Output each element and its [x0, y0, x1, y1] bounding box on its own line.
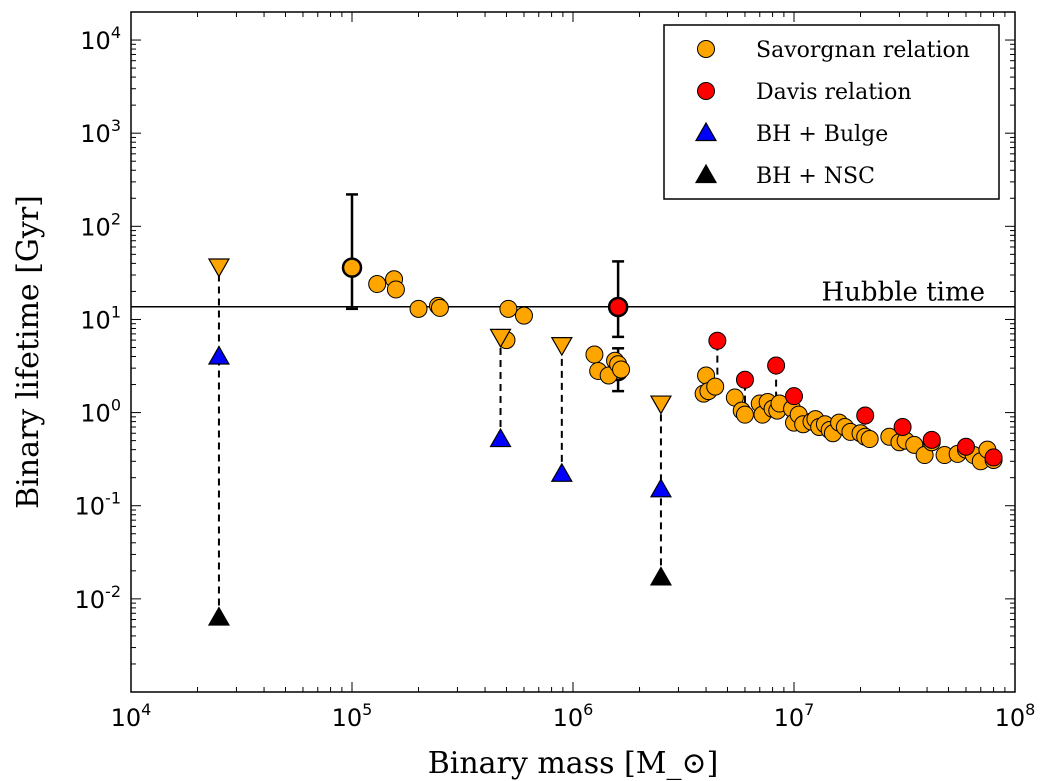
hubble-line-group: Hubble time — [131, 278, 1015, 308]
data-point — [649, 478, 672, 498]
data-point — [856, 406, 875, 425]
dashed-links — [217, 266, 933, 618]
y-tick-label: 101 — [80, 302, 121, 334]
data-point — [409, 299, 428, 318]
data-point — [207, 258, 230, 278]
x-axis-title: Binary mass [M_⊙] — [428, 746, 719, 781]
data-point — [514, 306, 533, 325]
y-tick-label: 104 — [80, 23, 121, 55]
data-point — [735, 370, 754, 389]
data-point — [368, 275, 387, 294]
data-point — [489, 328, 512, 349]
data-point — [612, 360, 631, 379]
legend-marker — [697, 82, 715, 100]
legend-marker — [694, 163, 718, 184]
data-point — [956, 437, 975, 456]
data-point — [735, 405, 754, 424]
legend-box — [663, 24, 1000, 200]
x-tick-label: 104 — [111, 700, 152, 732]
x-tick-label: 105 — [332, 700, 373, 732]
legend-marker — [697, 40, 715, 58]
data-point — [706, 377, 725, 396]
data-point — [550, 462, 573, 482]
y-tick-label: 10-1 — [75, 489, 122, 521]
x-tick-label: 108 — [995, 700, 1036, 732]
legend: Savorgnan relation Davis relation BH + Bul… — [663, 24, 1000, 200]
data-points — [207, 258, 1003, 626]
data-point — [860, 430, 879, 449]
y-tick-label: 102 — [80, 209, 121, 241]
data-point — [767, 356, 786, 375]
data-point — [386, 280, 405, 299]
data-point — [207, 606, 230, 626]
data-point — [922, 430, 941, 449]
hubble-time-label: Hubble time — [822, 278, 985, 308]
tick-labels: 104 105 106 107 108 10-2 10-1 100 101 102 103 104 — [75, 23, 1036, 732]
error-bars — [341, 193, 629, 393]
data-point — [708, 331, 727, 350]
legend-label: BH + Bulge — [756, 122, 888, 147]
error-point — [607, 296, 629, 318]
error-point — [341, 257, 363, 278]
data-point — [785, 387, 803, 406]
legend-label: BH + NSC — [756, 164, 875, 189]
x-tick-label: 106 — [553, 700, 594, 732]
data-point — [649, 395, 672, 415]
y-tick-label: 100 — [80, 396, 121, 428]
data-point — [430, 298, 449, 317]
data-point — [984, 448, 1003, 467]
y-axis-title: Binary lifetime [Gyr] — [11, 195, 46, 509]
data-point — [207, 345, 230, 365]
data-point — [893, 418, 912, 437]
data-point — [585, 345, 604, 364]
legend-marker — [694, 121, 718, 142]
x-tick-label: 107 — [774, 700, 815, 732]
y-tick-label: 103 — [80, 116, 121, 148]
data-point — [489, 427, 512, 448]
legend-label: Davis relation — [756, 80, 911, 105]
data-point — [499, 299, 518, 318]
data-point — [649, 566, 672, 586]
data-point — [550, 337, 573, 357]
y-tick-label: 10-2 — [75, 582, 122, 614]
legend-label: Savorgnan relation — [756, 38, 970, 63]
axis-ticks — [130, 11, 1015, 693]
